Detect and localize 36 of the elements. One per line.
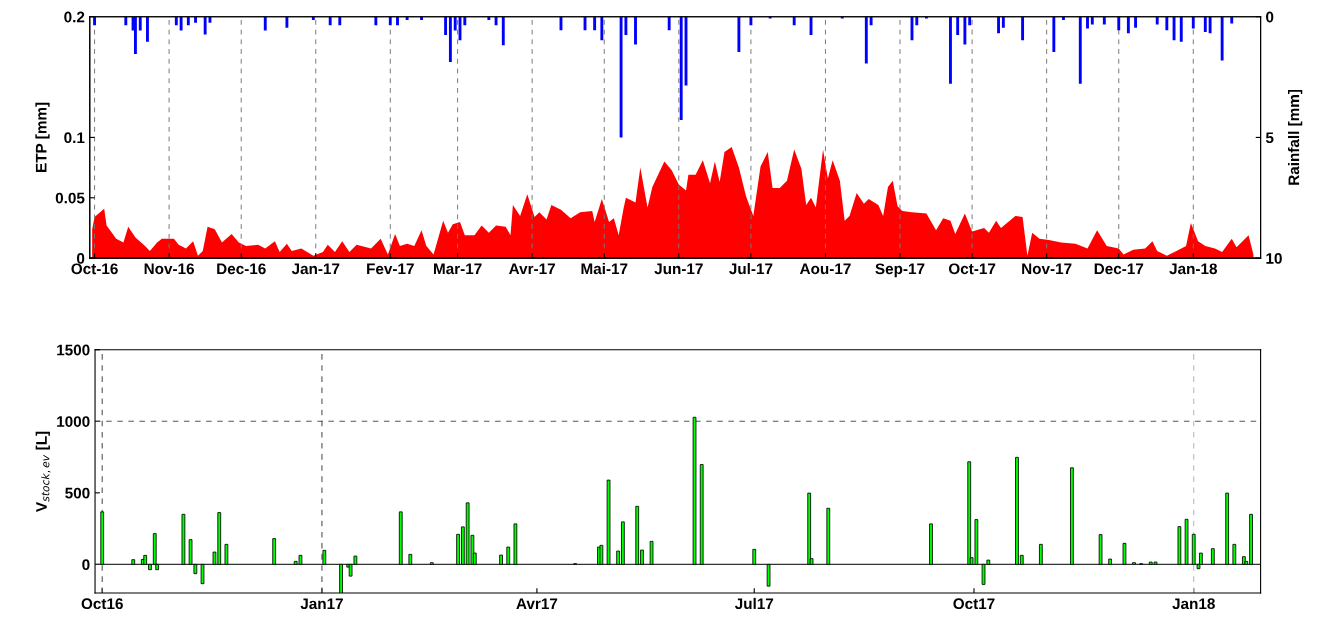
x-tick-label: Avr-17 (509, 263, 555, 275)
y2-axis-title: Rainfall [mm] (1288, 89, 1303, 185)
y-tick-label: 0.05 (55, 192, 85, 204)
x-tick-label: Dec-16 (217, 263, 266, 275)
y-tick-label: 0.2 (64, 11, 85, 23)
y-tick-label: 500 (65, 487, 90, 499)
y2-tick-label: 0 (1266, 11, 1274, 23)
x-tick-label: Oct-16 (71, 263, 118, 275)
y-tick-label: 0 (82, 559, 90, 571)
y-tick-label: 1500 (57, 344, 90, 356)
x-tick-label: Nov-17 (1022, 263, 1072, 275)
x-tick-label: Mai-17 (581, 262, 628, 275)
y-axis-title: ETP [mm] (35, 102, 50, 172)
x-tick-label: Avr17 (516, 598, 558, 609)
x-tick-label: Jan17 (300, 598, 343, 610)
y-axis-title: V$_{stock,ev}$ [L] (35, 431, 51, 512)
x-tick-label: Nov-16 (144, 263, 195, 275)
x-tick-label: Jan18 (1172, 598, 1215, 610)
x-tick-label: Fev-17 (367, 263, 414, 275)
x-tick-label: Sep-17 (875, 263, 925, 278)
x-tick-label: Jan-17 (291, 263, 340, 275)
y2-tick-label: 5 (1265, 132, 1274, 144)
x-tick-label: Jul-17 (729, 262, 773, 275)
y-tick-label: 0.1 (64, 132, 85, 144)
x-tick-label: Oct16 (81, 598, 123, 610)
y2-tick-label: 10 (1266, 252, 1282, 264)
x-tick-label: Oct17 (953, 598, 995, 610)
y-tick-label: 0 (77, 252, 85, 264)
x-tick-label: Mar-17 (434, 263, 482, 275)
y-tick-label: 1000 (57, 416, 90, 427)
x-tick-label: Jan-18 (1169, 263, 1218, 275)
x-tick-label: Jun-17 (654, 263, 703, 275)
x-tick-label: Dec-17 (1094, 263, 1144, 275)
x-tick-label: Aou-17 (799, 263, 851, 275)
x-tick-label: Oct-17 (948, 263, 996, 275)
x-tick-label: Jul17 (734, 597, 774, 610)
